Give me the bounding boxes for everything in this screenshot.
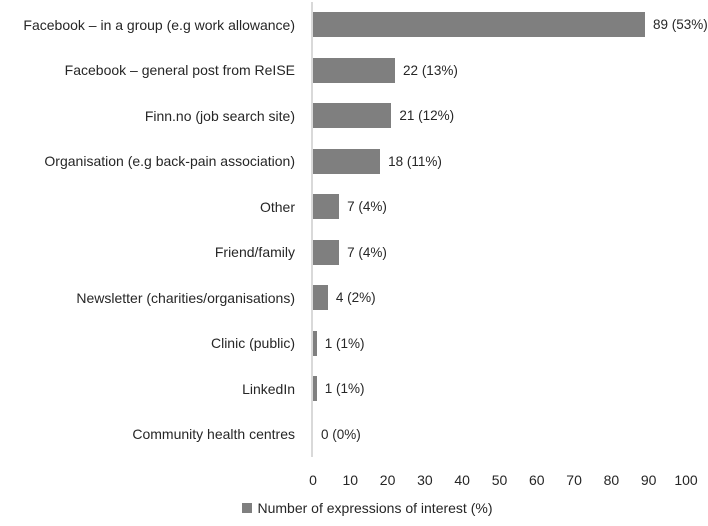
x-tick-label: 60	[529, 472, 545, 488]
bar	[313, 239, 340, 265]
bar-area: 0 (0%)	[311, 411, 708, 457]
bar-row: Newsletter (charities/organisations) 4 (2…	[0, 275, 708, 321]
category-label: Community health centres	[132, 426, 295, 443]
bar-row: Other 7 (4%)	[0, 184, 708, 230]
x-tick-label: 80	[603, 472, 620, 488]
value-label: 4 (2%)	[335, 290, 376, 306]
category-label: Facebook – in a group (e.g work allowanc…	[23, 16, 295, 33]
bar	[313, 12, 645, 38]
x-tick-label: 90	[640, 472, 657, 488]
bar-row: Finn.no (job search site) 21 (12%)	[0, 93, 708, 139]
bar-row: Community health centres 0 (0%)	[0, 411, 708, 457]
bar	[313, 285, 328, 311]
value-label: 21 (12%)	[399, 108, 455, 124]
value-label: 1 (1%)	[324, 381, 365, 397]
bar	[313, 330, 317, 356]
bar-area: 1 (1%)	[311, 366, 708, 412]
x-axis: 0 10 20 30 40 50 60 70 80 90 100	[0, 463, 708, 489]
value-label: 89 (53%)	[652, 17, 708, 33]
x-tick-label: 50	[491, 472, 508, 488]
x-tick-label: 40	[454, 472, 470, 488]
bar-area: 7 (4%)	[311, 184, 708, 230]
value-label: 7 (4%)	[347, 244, 387, 260]
x-tick-label: 10	[342, 472, 359, 488]
x-tick-label: 70	[566, 472, 582, 488]
bar	[313, 103, 392, 129]
legend-marker-icon	[241, 503, 252, 513]
value-label: 0 (0%)	[321, 426, 361, 442]
x-tick-label: 0	[309, 472, 317, 488]
category-label: Facebook – general post from ReISE	[64, 62, 295, 79]
category-label: Other	[259, 198, 295, 215]
legend: Number of expressions of interest (%)	[0, 500, 708, 516]
category-label: Organisation (e.g back-pain association)	[44, 153, 295, 170]
category-label: LinkedIn	[242, 380, 295, 397]
bar	[313, 57, 396, 83]
bar-area: 21 (12%)	[311, 93, 708, 139]
bar-area: 18 (11%)	[311, 138, 708, 184]
value-label: 22 (13%)	[403, 62, 458, 78]
value-label: 7 (4%)	[347, 199, 387, 215]
bar-area: 1 (1%)	[311, 320, 708, 366]
x-tick-label: 20	[379, 472, 396, 488]
category-label: Newsletter (charities/organisations)	[76, 289, 295, 306]
bar-row: Facebook – in a group (e.g work allowanc…	[0, 2, 708, 48]
bar-area: 4 (2%)	[311, 275, 708, 321]
x-tick-label: 30	[417, 472, 433, 488]
bar	[313, 194, 340, 220]
value-label: 1 (1%)	[324, 335, 365, 351]
bar	[313, 148, 381, 174]
bar-row: Friend/family 7 (4%)	[0, 229, 708, 275]
bar	[313, 376, 317, 402]
bar-area: 7 (4%)	[311, 229, 708, 275]
category-label: Clinic (public)	[210, 335, 295, 352]
bar-row: Clinic (public) 1 (1%)	[0, 320, 708, 366]
bar-row: Organisation (e.g back-pain association)…	[0, 138, 708, 184]
category-label: Friend/family	[214, 244, 295, 261]
bar-row: LinkedIn 1 (1%)	[0, 366, 708, 412]
category-label: Finn.no (job search site)	[144, 107, 295, 124]
x-tick-label: 100	[674, 472, 698, 488]
bar-area: 22 (13%)	[311, 47, 708, 93]
plot-area: Facebook – in a group (e.g work allowanc…	[0, 2, 708, 457]
bar-area: 89 (53%)	[311, 2, 708, 48]
bar-row: Facebook – general post from ReISE 22 (13…	[0, 47, 708, 93]
value-label: 18 (11%)	[388, 153, 442, 169]
legend-label: Number of expressions of interest (%)	[257, 500, 493, 516]
